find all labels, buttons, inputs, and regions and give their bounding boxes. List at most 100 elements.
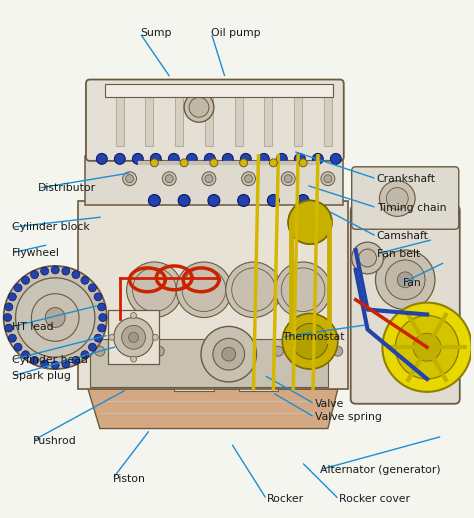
Text: Cylinder block: Cylinder block: [12, 222, 90, 232]
Text: Piston: Piston: [112, 474, 146, 484]
Bar: [146, 96, 154, 146]
Circle shape: [132, 153, 143, 164]
Text: Fan: Fan: [403, 278, 422, 287]
Text: Rocker cover: Rocker cover: [339, 494, 410, 505]
Circle shape: [292, 323, 328, 359]
Circle shape: [222, 153, 233, 164]
Circle shape: [127, 262, 182, 318]
Circle shape: [130, 312, 137, 319]
Circle shape: [89, 284, 96, 292]
Circle shape: [81, 276, 89, 284]
Circle shape: [321, 172, 335, 185]
Circle shape: [165, 175, 173, 183]
Circle shape: [333, 346, 343, 356]
Circle shape: [72, 356, 80, 364]
Circle shape: [294, 153, 305, 164]
Bar: [90, 339, 328, 387]
FancyBboxPatch shape: [86, 80, 344, 161]
Bar: [116, 96, 124, 146]
Circle shape: [281, 268, 325, 311]
Circle shape: [288, 200, 332, 244]
Text: HT lead: HT lead: [12, 322, 54, 332]
Circle shape: [51, 361, 59, 369]
Text: Alternator (generator): Alternator (generator): [320, 465, 441, 474]
Circle shape: [94, 293, 102, 301]
Circle shape: [210, 159, 218, 167]
Text: Distributor: Distributor: [38, 183, 96, 193]
Circle shape: [204, 153, 215, 164]
Circle shape: [413, 334, 441, 361]
Polygon shape: [78, 200, 348, 389]
FancyBboxPatch shape: [351, 206, 460, 404]
Circle shape: [9, 334, 16, 342]
Polygon shape: [50, 290, 80, 359]
Text: Sump: Sump: [140, 28, 171, 38]
Circle shape: [4, 266, 107, 369]
Circle shape: [397, 272, 413, 288]
Bar: [235, 96, 243, 146]
Circle shape: [122, 325, 146, 349]
Circle shape: [128, 333, 138, 342]
Circle shape: [114, 153, 125, 164]
Circle shape: [155, 346, 164, 356]
Circle shape: [380, 181, 415, 217]
Circle shape: [109, 334, 115, 340]
Circle shape: [162, 172, 176, 185]
Circle shape: [72, 270, 80, 279]
Circle shape: [297, 195, 309, 207]
Circle shape: [222, 347, 236, 361]
Polygon shape: [85, 156, 343, 206]
Circle shape: [284, 175, 292, 183]
Bar: [108, 310, 159, 364]
Circle shape: [180, 159, 188, 167]
Circle shape: [375, 250, 435, 310]
Circle shape: [16, 278, 95, 357]
Circle shape: [126, 175, 134, 183]
Circle shape: [41, 360, 49, 368]
Circle shape: [94, 334, 102, 342]
Circle shape: [240, 153, 251, 164]
Bar: [175, 96, 183, 146]
Circle shape: [99, 313, 107, 322]
Text: Oil pump: Oil pump: [211, 28, 261, 38]
Circle shape: [383, 303, 472, 392]
Text: Flywheel: Flywheel: [12, 248, 60, 258]
Circle shape: [81, 351, 89, 358]
Bar: [294, 96, 302, 146]
Circle shape: [359, 249, 376, 267]
Circle shape: [168, 153, 179, 164]
Circle shape: [133, 268, 176, 311]
Circle shape: [62, 267, 70, 275]
Circle shape: [312, 153, 323, 164]
Circle shape: [95, 346, 105, 356]
Circle shape: [182, 268, 226, 311]
Circle shape: [213, 338, 245, 370]
Circle shape: [89, 343, 96, 351]
Circle shape: [226, 262, 281, 318]
Circle shape: [205, 175, 213, 183]
Text: Pushrod: Pushrod: [33, 436, 76, 446]
Circle shape: [201, 326, 256, 382]
Text: Rocker: Rocker: [267, 494, 304, 505]
Circle shape: [5, 324, 13, 332]
Circle shape: [153, 334, 158, 340]
Bar: [105, 83, 333, 97]
Polygon shape: [238, 369, 278, 391]
Circle shape: [237, 195, 249, 207]
Circle shape: [189, 97, 209, 117]
Circle shape: [330, 153, 341, 164]
Text: Timing chain: Timing chain: [377, 203, 446, 213]
Circle shape: [324, 175, 332, 183]
Circle shape: [273, 346, 283, 356]
Circle shape: [46, 308, 65, 327]
Circle shape: [98, 324, 106, 332]
Circle shape: [14, 284, 22, 292]
Circle shape: [276, 153, 287, 164]
Circle shape: [96, 153, 107, 164]
Circle shape: [269, 159, 277, 167]
Circle shape: [4, 313, 11, 322]
Bar: [264, 96, 273, 146]
Circle shape: [9, 293, 16, 301]
Circle shape: [41, 267, 49, 275]
Polygon shape: [88, 389, 338, 428]
